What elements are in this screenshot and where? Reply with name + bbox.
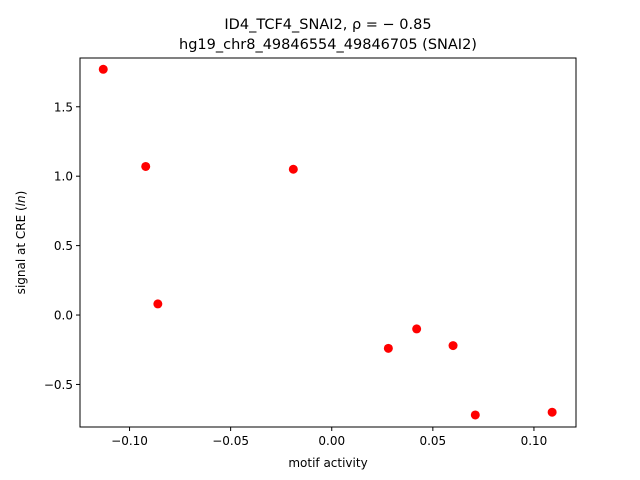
y-tick-label: −0.5	[44, 378, 73, 392]
data-point	[383, 343, 393, 353]
x-axis-label: motif activity	[288, 456, 367, 470]
data-point	[141, 161, 151, 171]
data-point	[448, 341, 458, 351]
chart-title-line2: hg19_chr8_49846554_49846705 (SNAI2)	[179, 37, 477, 53]
y-tick-label: 1.5	[54, 100, 73, 114]
x-tick-label: 0.00	[318, 434, 345, 448]
y-tick-label: 1.0	[54, 170, 73, 184]
x-tick-label: −0.10	[111, 434, 148, 448]
data-point	[153, 299, 163, 309]
data-point	[98, 64, 108, 74]
data-point	[470, 410, 480, 420]
y-tick-label: 0.0	[54, 309, 73, 323]
y-axis-label: signal at CRE (ln)	[14, 191, 28, 295]
plot-area	[98, 64, 557, 420]
axes-frame	[79, 57, 577, 428]
x-tick-label: 0.05	[419, 434, 446, 448]
data-point	[288, 164, 298, 174]
y-tick-label: 0.5	[54, 239, 73, 253]
x-tick-label: 0.10	[521, 434, 548, 448]
data-point	[547, 407, 557, 417]
data-point	[412, 324, 422, 334]
x-tick-label: −0.05	[212, 434, 249, 448]
chart-title-line1: ID4_TCF4_SNAI2, ρ = − 0.85	[224, 17, 431, 33]
